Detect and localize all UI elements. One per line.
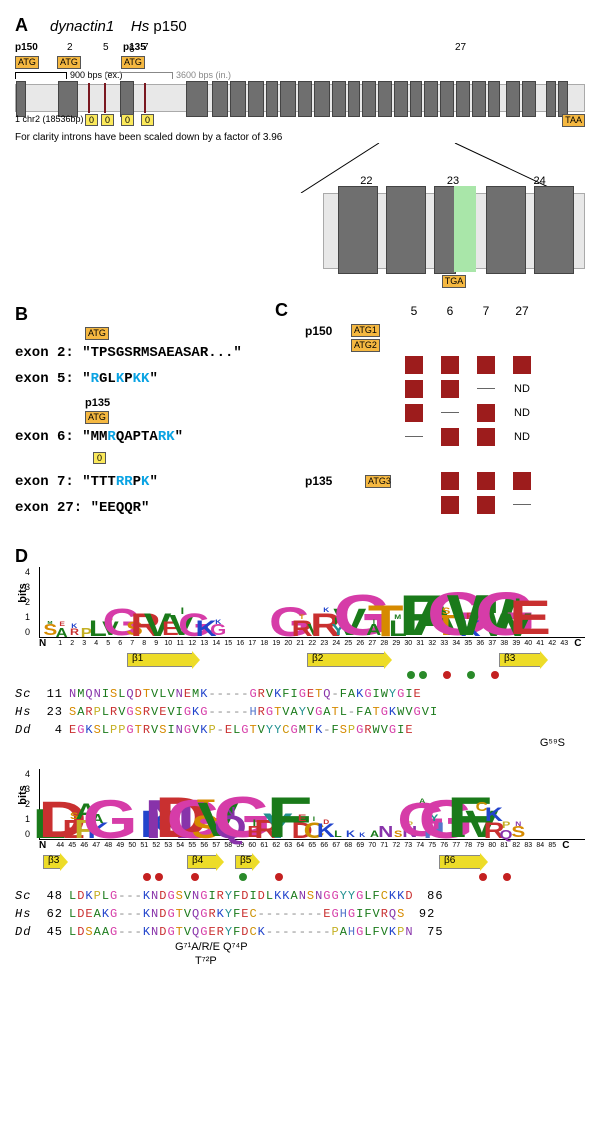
isoform-present: [477, 404, 495, 422]
isoform-present: [441, 356, 459, 374]
panel-b-label: B: [15, 304, 28, 324]
isoform-present: [405, 356, 423, 374]
panel-d-label: D: [15, 546, 28, 566]
p150-label: p150: [15, 42, 38, 53]
sequence-logo: LDESPAKAGKNDGSTVQNGEIRYVFDECIKDLKKANSNPG…: [39, 769, 585, 840]
exon-sequence: exon 5: "RGLKPKK": [15, 371, 265, 387]
isoform-present: [477, 428, 495, 446]
panel-c-label: C: [275, 300, 288, 321]
gene-track: [15, 84, 585, 112]
isoform-present: [441, 380, 459, 398]
panel-a: A dynactin1 Hs p150 p150 2 5 p135 7 27 A…: [15, 15, 585, 288]
isoform-present: [477, 496, 495, 514]
atg-tag: ATG: [15, 56, 39, 69]
isoform-present: [405, 404, 423, 422]
inset-track: [323, 193, 585, 269]
alignment-row: Sc48LDKPLG---KNDGSVNGIRYFDIDLKKANSNGGYYG…: [15, 889, 585, 903]
panel-a-title: dynactin1 Hs p150: [50, 18, 187, 35]
alignment-row: Sc11NMQNISLQDTVLVNEMK-----GRVKFIGETQ-FAK…: [15, 687, 585, 701]
panel-d: D bits43210SMAERKPLVPGSRVEVIGKGKGRTVRKYF…: [15, 546, 585, 967]
isoform-present: [405, 380, 423, 398]
exon-sequence: exon 7: "TTTRRPK": [15, 474, 265, 490]
isoform-present: [477, 356, 495, 374]
isoform-present: [441, 472, 459, 490]
isoform-present: [477, 472, 495, 490]
isoform-present: [513, 356, 531, 374]
alignment-row: Dd45LDSAAG---KNDGTVQGERYFDCK--------PAHG…: [15, 925, 585, 939]
tga-tag: TGA: [442, 275, 467, 288]
exon-sequence: exon 2: "TPSGSRMSAEASAR...": [15, 345, 265, 361]
alignment-row: Hs62LDEAKG---KNDGTVQGRKYFEC--------EGHGI…: [15, 907, 585, 921]
isoform-present: [513, 472, 531, 490]
exon-sequence: exon 6: "MMRQAPTARK": [15, 429, 265, 445]
sequence-logo: SMAERKPLVPGSRVEVIGKGKGRTVRKYFVGAITLMFATS…: [39, 567, 585, 638]
panel-a-label: A: [15, 15, 28, 36]
scale-note: For clarity introns have been scaled dow…: [15, 132, 585, 143]
panel-c: C 5 6 7 27 p150 ATG1 ATG2 NDNDNDp135ATG3: [305, 304, 535, 520]
alignment-row: Hs23SARPLRVGSRVEVIGKG-----HRGTVAYVGATL-F…: [15, 705, 585, 719]
panel-b: B ATGexon 2: "TPSGSRMSAEASAR..."exon 5: …: [15, 304, 265, 526]
taa-tag: TAA: [562, 114, 585, 127]
isoform-present: [441, 496, 459, 514]
exon-sequence: exon 27: "EEQQR": [15, 500, 265, 516]
alignment-row: Dd4EGKSLPPGTRVSINGVKP-ELGTVYYCGMTK-FSPGR…: [15, 723, 585, 737]
isoform-present: [441, 428, 459, 446]
